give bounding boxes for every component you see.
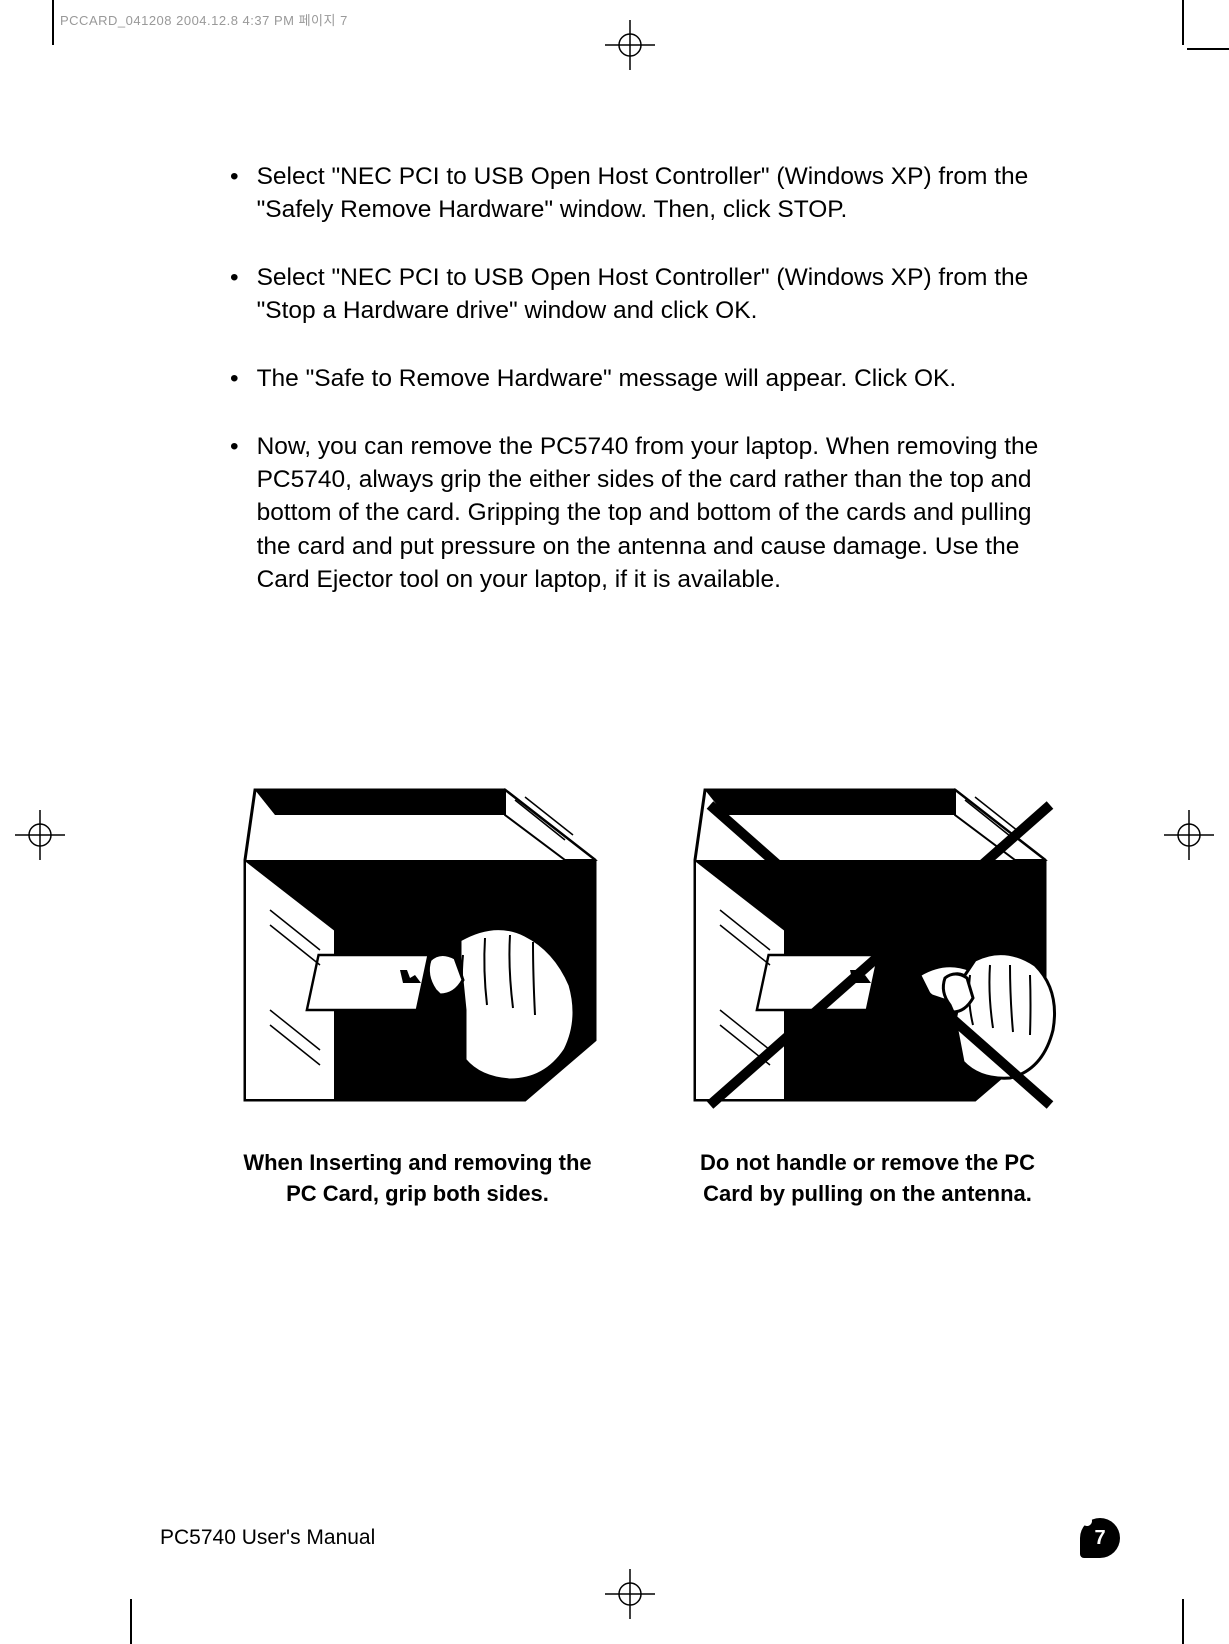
list-item: • The "Safe to Remove Hardware" message … [230, 362, 1050, 395]
laptop-grip-illustration-icon [215, 760, 620, 1130]
body-text: Select "NEC PCI to USB Open Host Control… [257, 160, 1050, 226]
laptop-antenna-pull-illustration-icon [665, 760, 1070, 1130]
registration-mark-icon [605, 20, 655, 75]
list-item: • Now, you can remove the PC5740 from yo… [230, 430, 1050, 595]
figure-incorrect-grip: Do not handle or remove the PC Card by p… [665, 760, 1070, 1210]
figures-row: When Inserting and removing the PC Card,… [215, 760, 1065, 1210]
bullet-icon: • [230, 362, 239, 395]
manual-page: PCCARD_041208 2004.12.8 4:37 PM 페이지 7 • … [0, 0, 1229, 1644]
registration-mark-icon [1164, 810, 1214, 865]
list-item: • Select "NEC PCI to USB Open Host Contr… [230, 261, 1050, 327]
crop-mark [1182, 0, 1184, 45]
registration-mark-icon [605, 1569, 655, 1624]
bullet-icon: • [230, 261, 239, 327]
print-header: PCCARD_041208 2004.12.8 4:37 PM 페이지 7 [60, 10, 348, 29]
figure-correct-grip: When Inserting and removing the PC Card,… [215, 760, 620, 1210]
bullet-icon: • [230, 430, 239, 595]
manual-title: PC5740 User's Manual [160, 1526, 375, 1550]
page-footer: PC5740 User's Manual 7 [160, 1518, 1120, 1558]
page-number-badge: 7 [1080, 1518, 1120, 1558]
crop-mark [1187, 48, 1229, 50]
figure-caption: Do not handle or remove the PC Card by p… [678, 1148, 1058, 1210]
body-content: • Select "NEC PCI to USB Open Host Contr… [230, 160, 1050, 631]
list-item: • Select "NEC PCI to USB Open Host Contr… [230, 160, 1050, 226]
figure-caption: When Inserting and removing the PC Card,… [228, 1148, 608, 1210]
body-text: Select "NEC PCI to USB Open Host Control… [257, 261, 1050, 327]
body-text: The "Safe to Remove Hardware" message wi… [257, 362, 1050, 395]
crop-mark [52, 0, 54, 45]
bullet-icon: • [230, 160, 239, 226]
body-text: Now, you can remove the PC5740 from your… [257, 430, 1050, 595]
page-number: 7 [1094, 1527, 1105, 1550]
registration-mark-icon [15, 810, 65, 865]
crop-mark [1182, 1599, 1184, 1644]
crop-mark [130, 1599, 132, 1644]
